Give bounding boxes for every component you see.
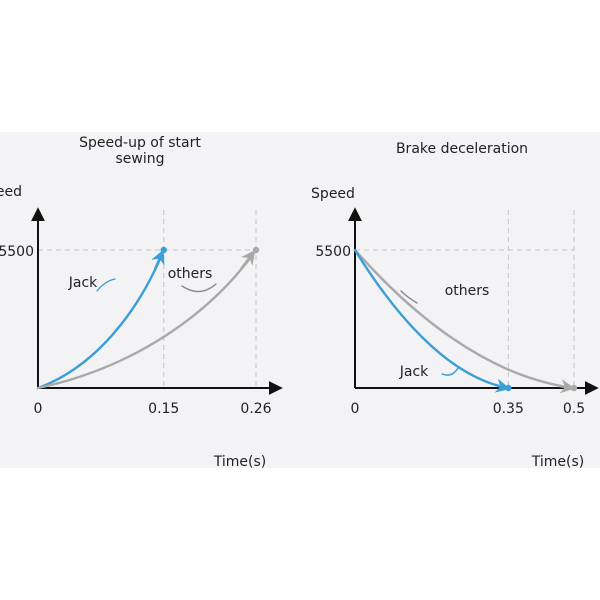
series-endpoint-dot xyxy=(505,384,512,392)
series-arrowhead xyxy=(558,379,575,394)
series-line-jack xyxy=(353,248,510,390)
y-tick-label: 5500 xyxy=(315,244,351,260)
x-tick-label: 0 xyxy=(351,401,360,417)
x-tick-label: 0.15 xyxy=(148,401,179,417)
series-arrowhead xyxy=(494,378,511,393)
series-endpoint-dot xyxy=(252,246,260,254)
series-arrowhead xyxy=(239,250,256,271)
chart-title: Speed-up of start sewing xyxy=(79,135,201,167)
series-label-leader xyxy=(441,367,459,376)
series-line-others xyxy=(36,248,258,390)
x-tick-label: 0 xyxy=(34,401,43,417)
x-tick-label: 0.26 xyxy=(240,401,271,417)
series-label-leader xyxy=(181,283,217,293)
series-label-others: others xyxy=(168,266,213,282)
series-label-leader xyxy=(96,278,116,292)
x-tick-label: 0.35 xyxy=(493,401,524,417)
chart-title: Brake deceleration xyxy=(396,141,528,157)
y-tick-label: 5500 xyxy=(0,244,34,260)
series-label-leader xyxy=(400,290,418,304)
series-line-jack xyxy=(36,248,165,390)
series-label-others: others xyxy=(445,283,490,299)
series-endpoint-dot xyxy=(160,246,167,254)
x-axis-label: Time(s) xyxy=(213,454,266,470)
figure-background xyxy=(0,132,600,468)
series-line-others xyxy=(353,248,576,390)
series-label-jack: Jack xyxy=(68,275,98,291)
series-endpoint-dot xyxy=(570,384,578,392)
series-arrowhead xyxy=(151,249,165,270)
y-axis-label: Speed xyxy=(311,186,355,202)
x-axis-label: Time(s) xyxy=(531,454,584,470)
y-axis-label: Speed xyxy=(0,184,22,200)
series-label-jack: Jack xyxy=(399,364,429,380)
x-tick-label: 0.5 xyxy=(563,401,585,417)
